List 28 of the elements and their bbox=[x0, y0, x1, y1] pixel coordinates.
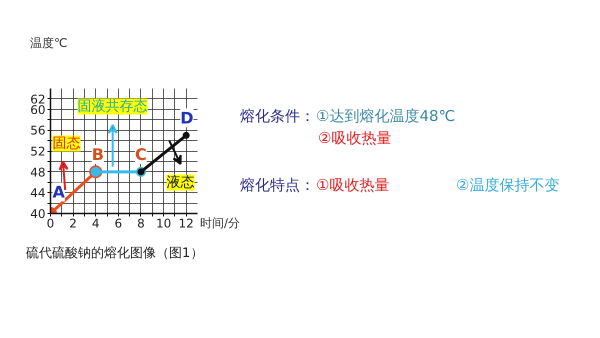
annotation: C bbox=[134, 144, 147, 164]
x-tick-label: 2 bbox=[69, 216, 77, 230]
y-axis-title: 温度℃ bbox=[30, 36, 68, 50]
annotation: 固液共存态 bbox=[78, 98, 148, 114]
text: 熔化特点： bbox=[240, 176, 315, 194]
annotation: 固态 bbox=[52, 136, 80, 152]
y-tick-label: 44 bbox=[30, 186, 46, 200]
x-tick-label: 8 bbox=[137, 216, 145, 230]
annotation: A bbox=[52, 182, 66, 202]
y-tick-label: 52 bbox=[30, 144, 46, 158]
annotation: D bbox=[180, 108, 194, 128]
text: 硫代硫酸钠的熔化图像（图1） bbox=[26, 246, 204, 262]
annotation: B bbox=[92, 144, 104, 164]
x-tick-label: 4 bbox=[92, 216, 100, 230]
text: 熔化条件： bbox=[240, 107, 315, 125]
text: ①吸收热量 bbox=[316, 176, 390, 194]
x-tick-label: 6 bbox=[114, 216, 122, 230]
annotation: 液态 bbox=[166, 174, 194, 190]
x-tick-label: 12 bbox=[178, 216, 194, 230]
text: ②温度保持不变 bbox=[456, 176, 560, 194]
text: ②吸收热量 bbox=[318, 129, 392, 147]
y-tick-label: 48 bbox=[30, 165, 46, 180]
y-tick-label: 40 bbox=[30, 207, 46, 221]
x-tick-label: 10 bbox=[156, 216, 172, 230]
text: ①达到熔化温度48℃ bbox=[316, 107, 456, 125]
y-tick-label: 56 bbox=[30, 124, 46, 138]
x-tick-label: 0 bbox=[46, 216, 54, 230]
x-axis-title: 时间/分 bbox=[200, 216, 240, 230]
